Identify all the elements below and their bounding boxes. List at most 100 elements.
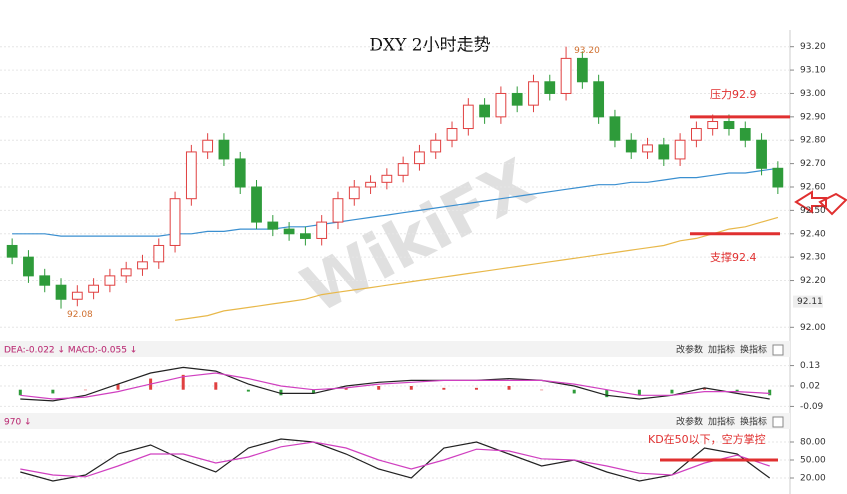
macd-bar — [377, 386, 381, 390]
candle-body — [414, 151, 425, 165]
candle-body — [283, 228, 295, 235]
close-box[interactable] — [772, 344, 784, 356]
y-tick-label: 0.13 — [800, 361, 820, 371]
macd-bar — [312, 389, 316, 394]
macd-bar — [214, 382, 218, 390]
close-box[interactable] — [772, 416, 784, 428]
arrow — [818, 192, 847, 216]
y-tick-label: -0.09 — [800, 402, 824, 412]
high-label: 93.20 — [574, 46, 600, 56]
price-tag-box — [793, 295, 823, 308]
candle-body — [446, 128, 458, 141]
macd-bar — [474, 387, 478, 390]
price-tag: 92.11 — [797, 297, 823, 307]
y-tick-label: 92.20 — [800, 276, 826, 286]
y-tick-label: 93.00 — [800, 89, 826, 99]
panel-button[interactable]: 换指标 — [740, 416, 767, 428]
macd-bar — [637, 389, 641, 396]
candle-body — [23, 256, 34, 277]
macd-bar — [181, 374, 185, 390]
panel-button[interactable]: 加指标 — [708, 416, 735, 428]
y-tick-label: 20.00 — [800, 474, 826, 484]
candle-body — [55, 284, 67, 300]
panel-button[interactable]: 加指标 — [708, 344, 735, 356]
y-tick-label: 92.00 — [800, 323, 826, 333]
macd-bar — [246, 389, 250, 392]
macd-bar — [703, 387, 707, 390]
y-tick-label: 92.60 — [800, 183, 826, 193]
line — [20, 441, 770, 478]
y-tick-label: 80.00 — [800, 438, 826, 448]
y-tick-label: 93.10 — [800, 66, 826, 76]
candle-body — [365, 181, 376, 188]
candle-body — [185, 151, 197, 200]
line — [175, 216, 779, 321]
candle-body — [71, 291, 83, 300]
candle-body — [625, 139, 637, 153]
candle-body — [6, 244, 18, 258]
candle-body — [593, 81, 605, 118]
candle-body — [495, 92, 507, 118]
candle-body — [316, 221, 328, 239]
y-tick-label: 50.00 — [800, 456, 826, 466]
candle-body — [251, 186, 262, 223]
macd-bar — [116, 384, 120, 390]
candle-body — [739, 128, 751, 141]
y-tick-label: 92.50 — [800, 206, 826, 216]
macd-bar — [409, 386, 413, 390]
macd-bar — [279, 389, 283, 396]
y-tick-label: 0.02 — [800, 382, 820, 392]
candle-body — [658, 144, 670, 160]
macd-bar — [442, 387, 446, 390]
macd-bar — [51, 389, 55, 394]
macd-bar — [344, 387, 348, 390]
resistance-label: 压力92.9 — [710, 88, 757, 101]
macd-bar — [507, 386, 511, 390]
candle-body — [560, 57, 572, 94]
candle-body — [88, 284, 99, 293]
candle-body — [544, 81, 556, 94]
candle-body — [332, 198, 344, 223]
kd-header: 970 ↓ — [4, 418, 32, 428]
support-label: 支撑92.4 — [710, 250, 757, 264]
candle-body — [723, 121, 735, 130]
macd-bar — [605, 389, 609, 398]
panel-header — [0, 413, 790, 429]
macd-bar — [768, 389, 772, 396]
panel-header — [0, 341, 790, 357]
candle-body — [397, 163, 409, 176]
candle-body — [511, 92, 523, 106]
candle-body — [707, 121, 719, 130]
panel-button[interactable]: 改参数 — [676, 344, 703, 356]
candle-body — [609, 116, 621, 141]
macd-bar — [572, 389, 576, 394]
candle-body — [267, 221, 279, 230]
low-label: 92.08 — [67, 310, 93, 320]
candle-body — [674, 139, 686, 160]
panel-button[interactable]: 改参数 — [676, 416, 703, 428]
candle-body — [691, 128, 702, 141]
y-tick-label: 92.70 — [800, 159, 826, 169]
candle-body — [479, 104, 490, 118]
macd-bar — [540, 389, 544, 391]
candle-body — [300, 233, 311, 239]
candle-body — [772, 167, 784, 188]
candle-body — [528, 81, 539, 106]
candle-body — [137, 261, 148, 270]
line — [20, 366, 770, 402]
line — [20, 438, 771, 482]
chart-title: DXY 2小时走势 — [369, 36, 490, 56]
macd-bar — [18, 389, 22, 396]
candle-body — [381, 174, 393, 183]
candle-body — [576, 57, 588, 83]
candle-body — [202, 139, 214, 153]
macd-header: DEA:-0.022 ↓ MACD:-0.055 ↓ — [4, 346, 137, 356]
y-tick-label: 92.30 — [800, 253, 826, 263]
y-tick-label: 92.40 — [800, 229, 826, 239]
panel-button[interactable]: 换指标 — [740, 344, 767, 356]
candle-body — [462, 104, 474, 130]
candle-body — [430, 139, 442, 153]
macd-bar — [83, 389, 87, 391]
